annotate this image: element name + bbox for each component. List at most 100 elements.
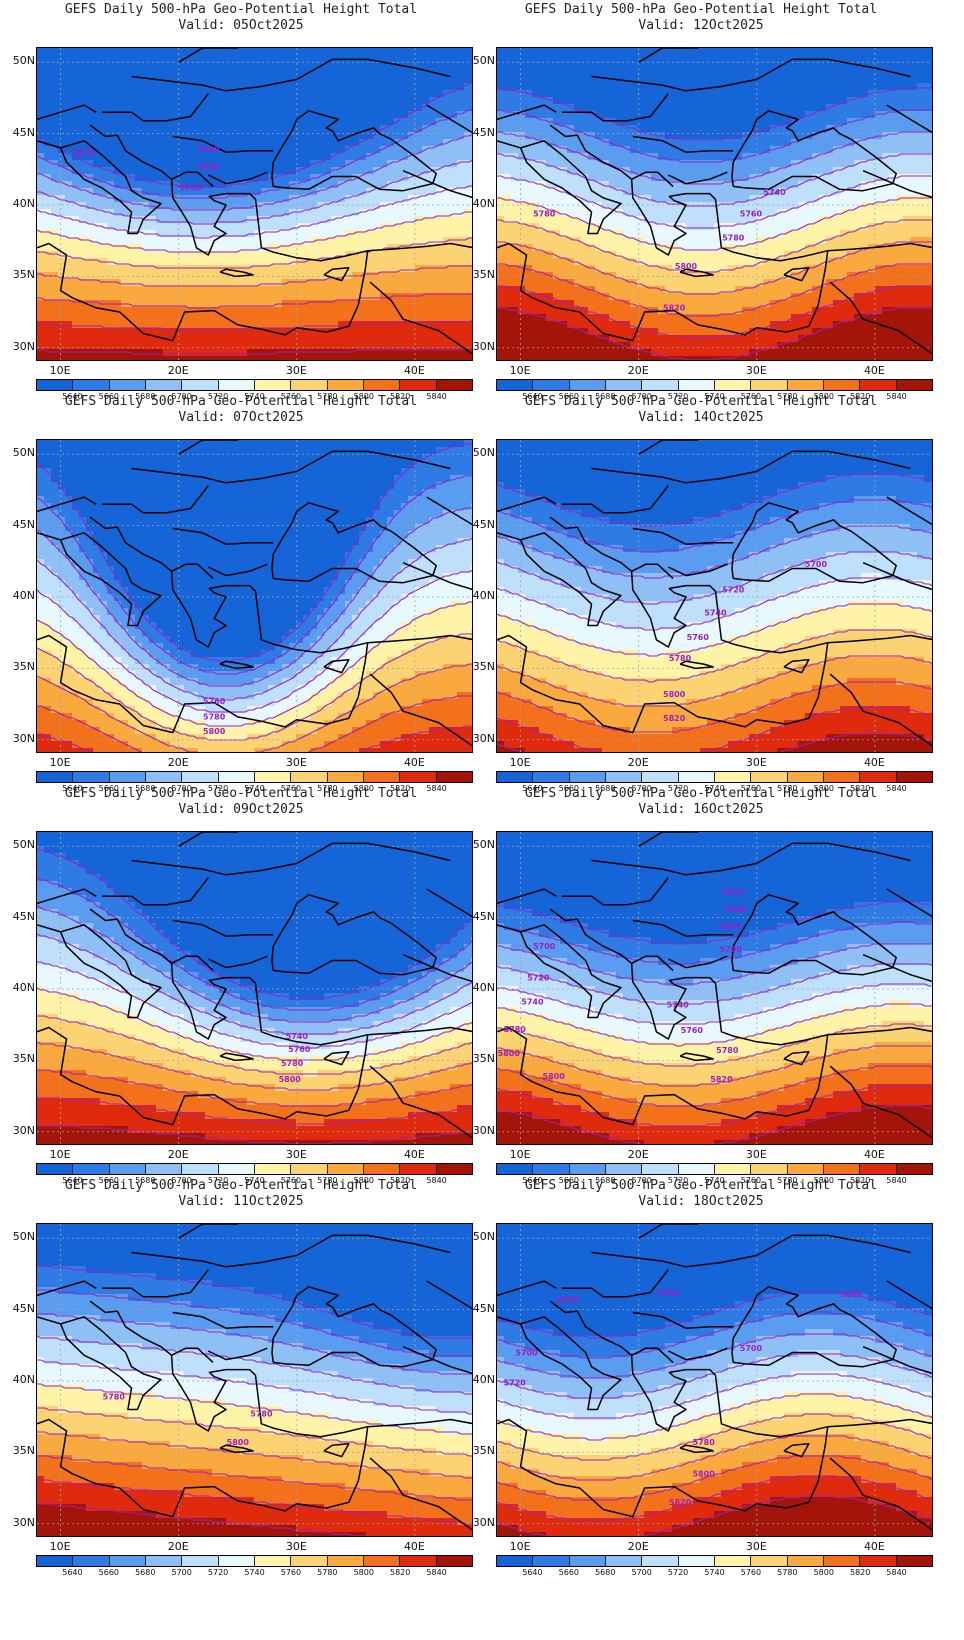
contour-label: 5700 — [179, 184, 202, 193]
coastline — [549, 1300, 717, 1432]
map-svg: 5660 5680 5660 5700 5700 5720 5780 5800 5820 — [497, 1224, 932, 1536]
coastline — [632, 1311, 734, 1329]
coastline — [426, 1280, 472, 1310]
coastline — [37, 924, 162, 1019]
contour-label: 5720 — [527, 973, 550, 982]
coastline — [638, 48, 698, 63]
colorbar-label: 5720 — [208, 1568, 228, 1577]
contour-line — [497, 1393, 932, 1441]
colorbar-label: 5660 — [559, 784, 579, 793]
colorbar-label: 5760 — [281, 392, 301, 401]
coastline — [549, 124, 717, 256]
coastline — [731, 502, 897, 584]
colorbar — [496, 1163, 933, 1175]
coastline — [591, 1234, 911, 1268]
coastline — [631, 171, 674, 187]
geopotential-map: 5740 5760 5780 5800 — [36, 831, 473, 1145]
lon-tick-label: 10E — [50, 1148, 71, 1161]
contour-line — [497, 525, 932, 579]
colorbar-label: 5840 — [426, 1568, 446, 1577]
colorbar-label: 5700 — [171, 392, 191, 401]
coastline — [783, 659, 810, 674]
colorbar-label: 5760 — [281, 1568, 301, 1577]
colorbar-swatch — [327, 1556, 364, 1566]
lon-tick-label: 40E — [864, 1148, 885, 1161]
coastline — [426, 496, 472, 526]
colorbar-swatch — [363, 772, 401, 782]
coastline — [37, 634, 359, 734]
panel-title-text: GEFS Daily 500-hPa Geo-Potential Height … — [0, 394, 482, 410]
colorbar-label: 5680 — [595, 1568, 615, 1577]
colorbar-swatch — [605, 1164, 643, 1174]
colorbar-labels: 5640 5660 5680 5700 5720 5740 5760 5780 5800 5820… — [496, 392, 933, 404]
contour-label: 5760 — [203, 697, 226, 706]
colorbar-label: 5840 — [426, 1176, 446, 1185]
coastline — [369, 673, 472, 747]
contour-line — [37, 475, 472, 675]
colorbar-swatch — [678, 380, 715, 390]
lat-tick-label: 30N — [462, 732, 495, 745]
colorbar — [496, 1555, 933, 1567]
coastline — [783, 267, 810, 282]
panel-title: GEFS Daily 500-hPa Geo-Potential Height … — [460, 2, 942, 34]
colorbar-label: 5720 — [668, 392, 688, 401]
coastline — [591, 58, 911, 92]
coastline — [667, 1347, 728, 1361]
colorbar-swatch — [533, 1556, 570, 1566]
contour-line — [497, 197, 932, 251]
coastline — [367, 1418, 472, 1428]
contour-label: 5800 — [203, 727, 226, 736]
contour-line — [497, 1023, 932, 1067]
colorbar-label: 5700 — [171, 1568, 191, 1577]
coastline — [426, 104, 472, 134]
colorbar-label: 5640 — [522, 1568, 542, 1577]
map-svg: 5760 5780 5800 — [37, 440, 472, 752]
contour-line — [37, 1125, 472, 1144]
colorbar-label: 5840 — [426, 784, 446, 793]
colorbar-swatch — [400, 772, 437, 782]
colorbar-swatch — [714, 1556, 752, 1566]
coastline — [37, 888, 97, 905]
colorbar-label: 5780 — [777, 784, 797, 793]
contour-label: 5680 — [840, 1290, 863, 1299]
colorbar-swatch — [823, 380, 861, 390]
contour-line — [37, 663, 472, 752]
colorbar-label: 5740 — [244, 1568, 264, 1577]
contour-line — [497, 705, 932, 752]
coastline — [131, 842, 451, 876]
contour-line — [37, 633, 472, 741]
lon-tick-label: 30E — [746, 364, 767, 377]
coastline — [219, 660, 254, 670]
geopotential-map: 5780 5780 5800 — [36, 1223, 473, 1537]
coastline — [37, 1418, 359, 1518]
coastline — [402, 954, 472, 983]
contour-line — [37, 443, 472, 663]
lat-tick-label: 30N — [2, 1516, 35, 1529]
colorbar-label: 5780 — [777, 1176, 797, 1185]
coastline — [367, 1026, 472, 1036]
coastline — [219, 1444, 254, 1454]
coastline — [172, 1311, 274, 1329]
contour-label: 5800 — [675, 262, 698, 271]
contour-line — [497, 219, 932, 273]
lon-tick-label: 30E — [746, 1540, 767, 1553]
contour-label: 5760 — [288, 1045, 311, 1054]
colorbar-label: 5640 — [522, 392, 542, 401]
colorbar-label: 5800 — [354, 1568, 374, 1577]
coastline — [271, 894, 437, 976]
contour-line — [37, 1335, 472, 1395]
contour-label: 5680 — [197, 162, 220, 171]
contour-line — [37, 725, 472, 752]
contour-line — [497, 1291, 932, 1339]
colorbar-label: 5660 — [99, 1176, 119, 1185]
contour-line — [497, 731, 932, 752]
coastline — [886, 104, 932, 134]
lat-tick-label: 45N — [462, 1302, 495, 1315]
coastline — [497, 1026, 819, 1126]
coastline — [171, 563, 214, 579]
coastline — [131, 1234, 451, 1268]
coastline — [497, 1316, 622, 1411]
colorbar-swatch — [436, 380, 472, 390]
colorbar-swatch — [605, 380, 643, 390]
contour-line — [37, 349, 472, 355]
